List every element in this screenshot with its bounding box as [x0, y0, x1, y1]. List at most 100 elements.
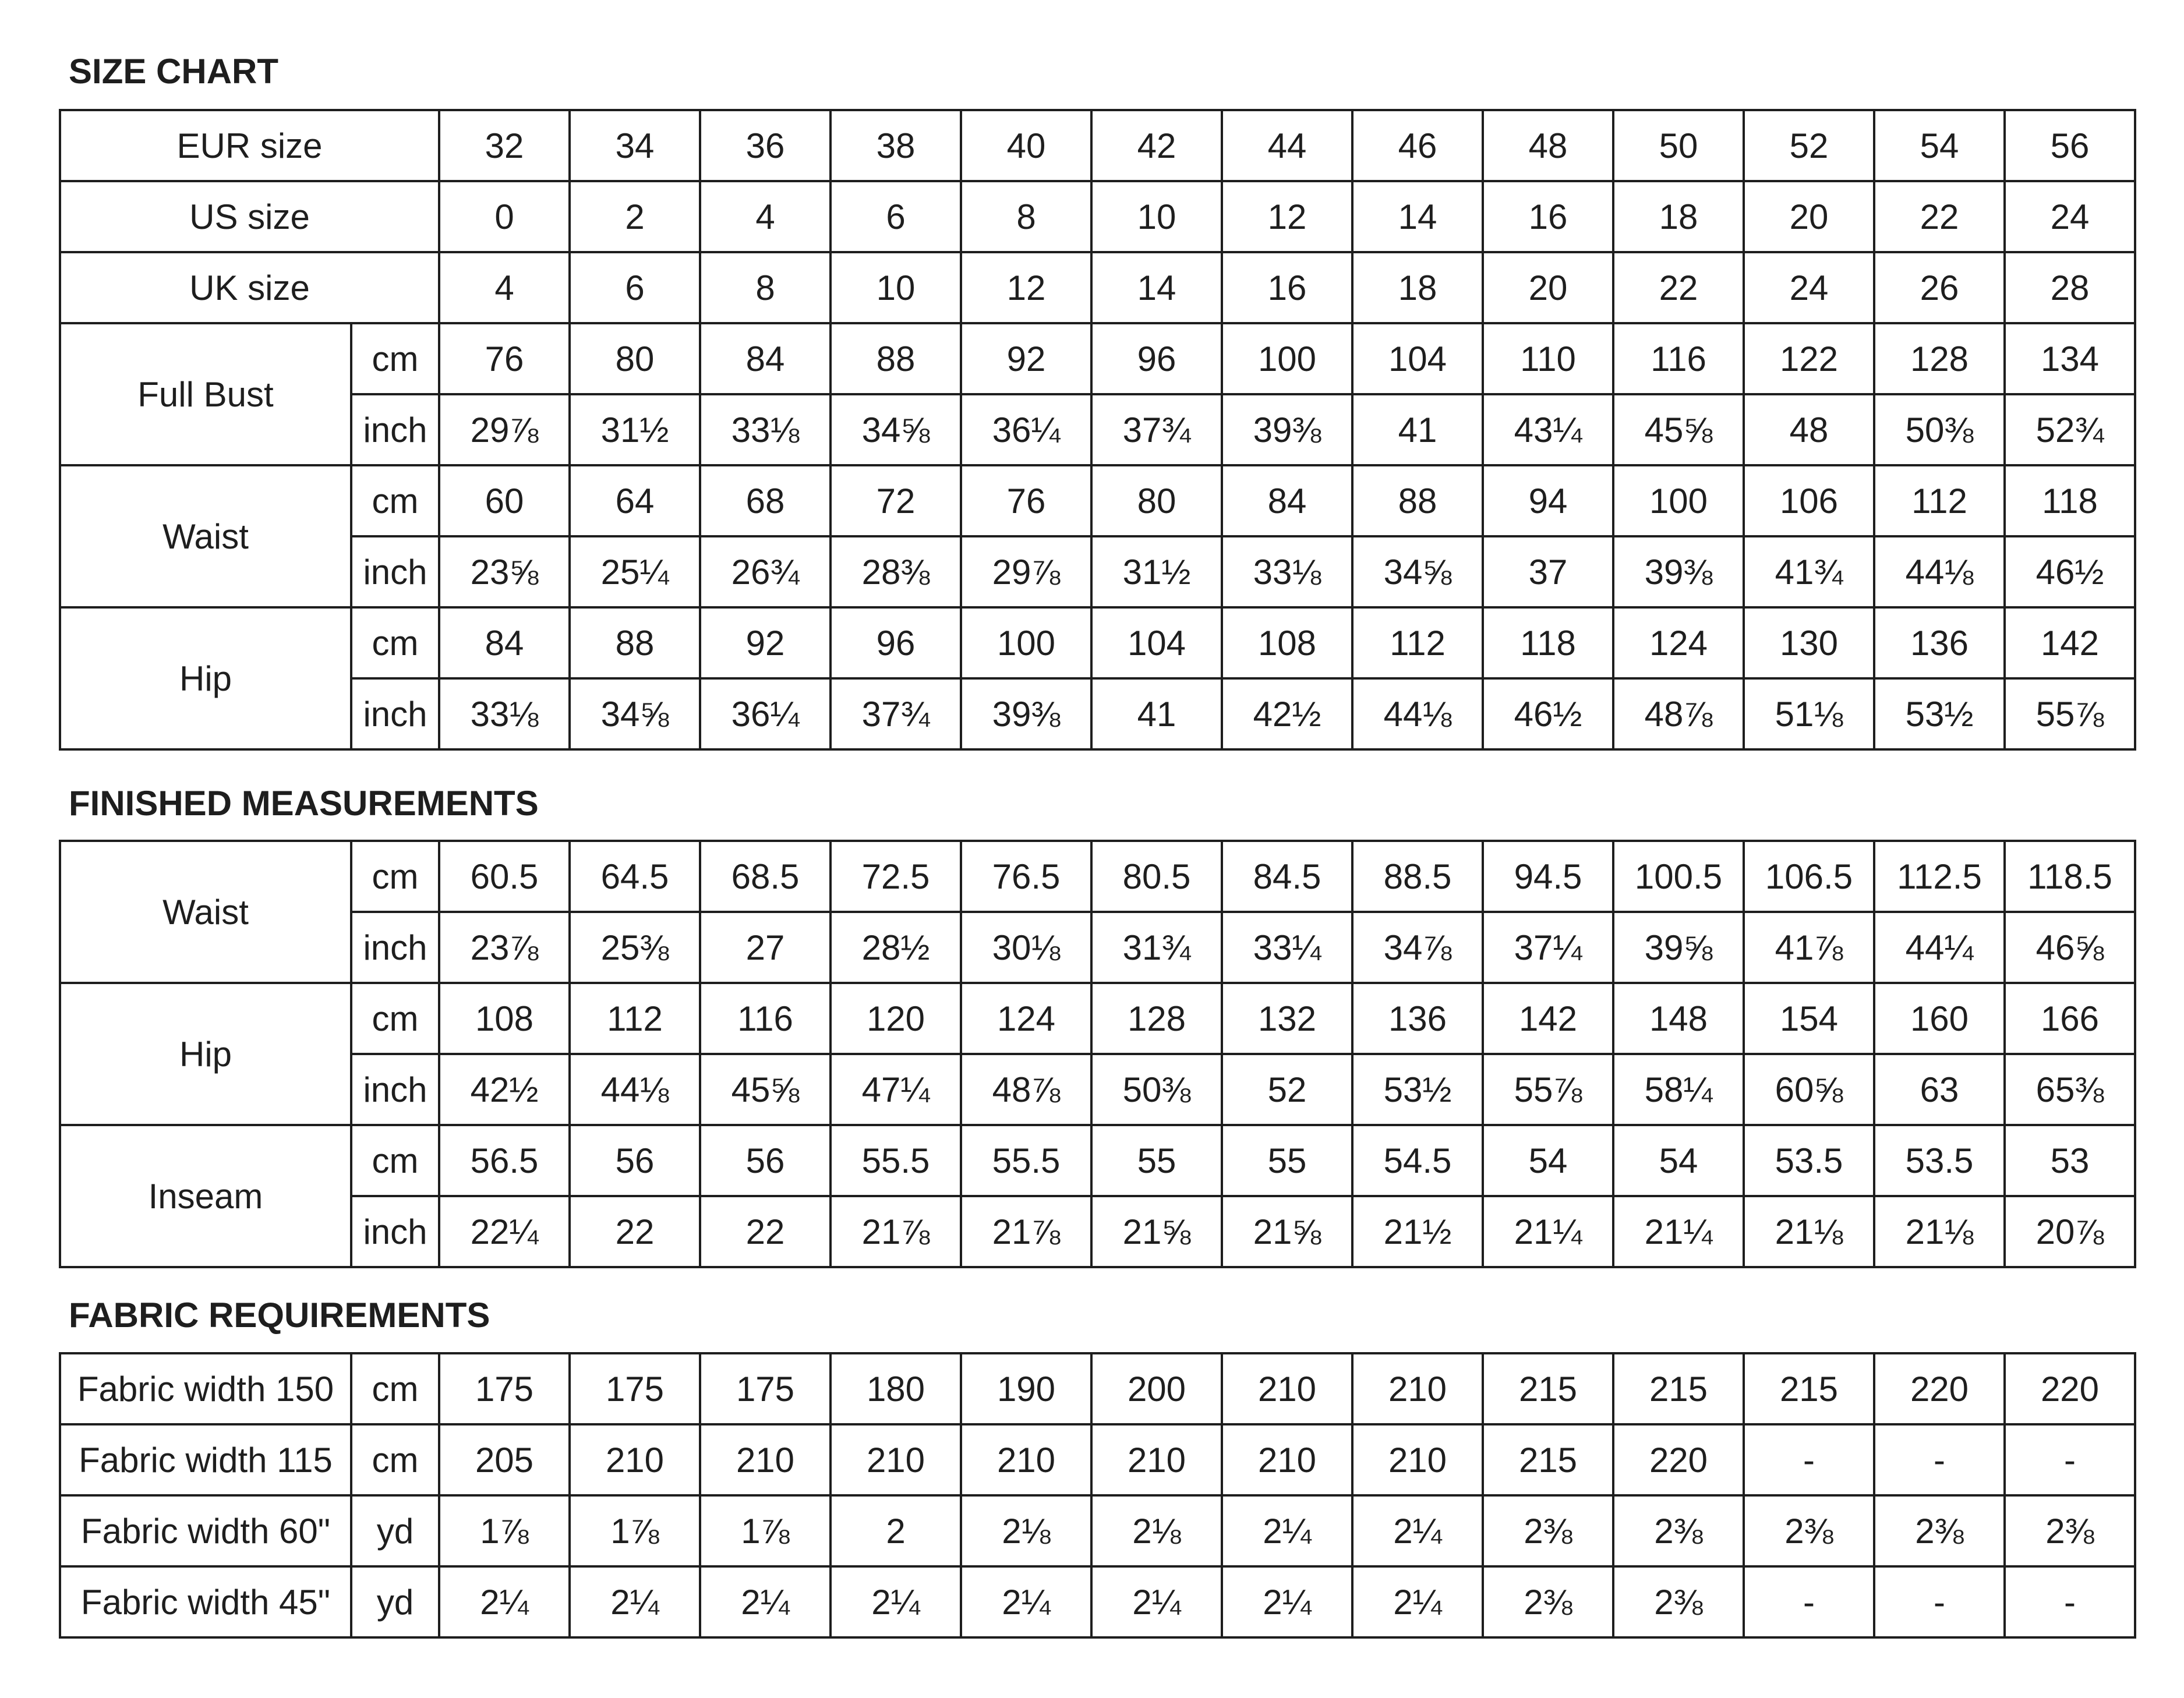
- value-cell: 88: [568, 606, 701, 680]
- size-cell: 8: [960, 180, 1093, 253]
- measurement-label: Hip: [59, 982, 352, 1126]
- value-cell: 88.5: [1351, 840, 1484, 913]
- value-cell: 23⅝: [438, 535, 571, 609]
- size-cell: 42: [1090, 109, 1223, 182]
- value-cell: 220: [2003, 1352, 2136, 1425]
- size-cell: 12: [960, 251, 1093, 324]
- measurement-label: Waist: [59, 464, 352, 609]
- value-cell: 136: [1351, 982, 1484, 1055]
- table-row: inch 23⅞ 25⅜ 27 28½ 30⅛ 31¾ 33¼ 34⅞ 37¼ 39⅝ 41⅞ 44¼ 4…: [60, 911, 2136, 984]
- value-cell: 25⅜: [568, 911, 701, 984]
- unit-label: yd: [350, 1565, 440, 1639]
- table-row: US size 0 2 4 6 8 10 12 14 16 18 20 22 24: [59, 180, 2136, 253]
- value-cell: 80: [568, 322, 701, 395]
- value-cell: 39⅜: [960, 677, 1093, 751]
- size-cell: 10: [829, 251, 962, 324]
- value-cell: 2⅜: [1743, 1494, 1875, 1568]
- value-cell: 210: [829, 1423, 962, 1497]
- value-cell: 108: [438, 982, 571, 1055]
- unit-label: yd: [350, 1494, 440, 1568]
- measurement-label: Waist: [59, 840, 352, 984]
- value-cell: 46½: [2003, 535, 2136, 609]
- value-cell: 54.5: [1351, 1124, 1484, 1197]
- size-system-label: UK size: [59, 251, 440, 324]
- table-row: inch 22¼ 22 22 21⅞ 21⅞ 21⅝ 21⅝ 21½ 21¼ 21¼ 21⅛ 21⅛ 20…: [60, 1195, 2136, 1268]
- value-cell: 108: [1221, 606, 1353, 680]
- value-cell: 118: [1482, 606, 1614, 680]
- value-cell: 25¼: [568, 535, 701, 609]
- value-cell: 84: [438, 606, 571, 680]
- table-row: Hip cm 84 88 92 96 100 104 108 112 118 124 130 136 142: [59, 606, 2136, 751]
- value-cell: 2¼: [1221, 1494, 1353, 1568]
- fabric-width-label: Fabric width 115: [59, 1423, 352, 1497]
- unit-label: cm: [350, 840, 440, 913]
- value-cell: 100: [1612, 464, 1745, 537]
- value-cell: 2¼: [1351, 1565, 1484, 1639]
- value-cell: 60⅝: [1743, 1053, 1875, 1126]
- value-cell: 2¼: [699, 1565, 832, 1639]
- value-cell: 30⅛: [960, 911, 1093, 984]
- value-cell: 200: [1090, 1352, 1223, 1425]
- value-cell: 44¼: [1873, 911, 2006, 984]
- value-cell: 1⅞: [568, 1494, 701, 1568]
- value-cell: 47¼: [829, 1053, 962, 1126]
- value-cell: 72: [829, 464, 962, 537]
- unit-label: cm: [350, 322, 440, 395]
- value-cell: 58¼: [1612, 1053, 1745, 1126]
- fabric-requirements-title: FABRIC REQUIREMENTS: [69, 1296, 490, 1335]
- value-cell: 112: [568, 982, 701, 1055]
- value-cell: 76: [960, 464, 1093, 537]
- size-cell: 20: [1743, 180, 1875, 253]
- value-cell: 2¼: [438, 1565, 571, 1639]
- size-cell: 50: [1612, 109, 1745, 182]
- value-cell: 28½: [829, 911, 962, 984]
- value-cell: 210: [1351, 1423, 1484, 1497]
- size-cell: 24: [2003, 180, 2136, 253]
- table-row: Waist cm 60 64 68 72 76 80 84 88 94 100 106 112 118: [59, 464, 2136, 609]
- value-cell: 21½: [1351, 1195, 1484, 1268]
- value-cell: 2⅜: [1482, 1565, 1614, 1639]
- value-cell: 23⅞: [438, 911, 571, 984]
- value-cell: 39⅜: [1612, 535, 1745, 609]
- size-cell: 16: [1221, 251, 1353, 324]
- value-cell: 118: [2003, 464, 2136, 537]
- value-cell: 106.5: [1743, 840, 1875, 913]
- value-cell: 220: [1612, 1423, 1745, 1497]
- value-cell: 21⅞: [829, 1195, 962, 1268]
- value-cell: 46⅝: [2003, 911, 2136, 984]
- value-cell: 53½: [1351, 1053, 1484, 1126]
- value-cell: 92: [960, 322, 1093, 395]
- value-cell: 37¾: [1090, 393, 1223, 466]
- unit-label: cm: [350, 1352, 440, 1425]
- measurement-label: Full Bust: [59, 322, 352, 466]
- table-row: inch 33⅛ 34⅝ 36¼ 37¾ 39⅜ 41 42½ 44⅛ 46½ 48⅞ 51⅛ 53½ 5…: [60, 677, 2136, 751]
- value-cell: 37¼: [1482, 911, 1614, 984]
- value-cell: 50⅜: [1873, 393, 2006, 466]
- value-cell: 2⅜: [1873, 1494, 2006, 1568]
- fabric-requirements-table: Fabric width 150 cm 175 175 175 180 190 200 210 2…: [59, 1352, 2136, 1639]
- value-cell: 22: [568, 1195, 701, 1268]
- value-cell: 52¾: [2003, 393, 2136, 466]
- size-cell: 56: [2003, 109, 2136, 182]
- table-row: Inseam cm 56.5 56 56 55.5 55.5 55 55 54.5 54 54 53.5…: [59, 1124, 2136, 1268]
- value-cell: 210: [1221, 1423, 1353, 1497]
- table-row: inch 23⅝ 25¼ 26¾ 28⅜ 29⅞ 31½ 33⅛ 34⅝ 37 39⅜ 41¾ 44⅛ 4…: [60, 535, 2136, 609]
- size-cell: 2: [568, 180, 701, 253]
- value-cell: 132: [1221, 982, 1353, 1055]
- value-cell: 100: [1221, 322, 1353, 395]
- value-cell: 41: [1351, 393, 1484, 466]
- value-cell: 106: [1743, 464, 1875, 537]
- value-cell: 37: [1482, 535, 1614, 609]
- value-cell: 96: [1090, 322, 1223, 395]
- value-cell: 65⅜: [2003, 1053, 2136, 1126]
- value-cell: 142: [1482, 982, 1614, 1055]
- value-cell: 68.5: [699, 840, 832, 913]
- unit-label: cm: [350, 606, 440, 680]
- fabric-width-label: Fabric width 150: [59, 1352, 352, 1425]
- value-cell: 33¼: [1221, 911, 1353, 984]
- value-cell: 210: [699, 1423, 832, 1497]
- value-cell: 76: [438, 322, 571, 395]
- value-cell: 21¼: [1612, 1195, 1745, 1268]
- value-cell: 112: [1351, 606, 1484, 680]
- value-cell: 44⅛: [1351, 677, 1484, 751]
